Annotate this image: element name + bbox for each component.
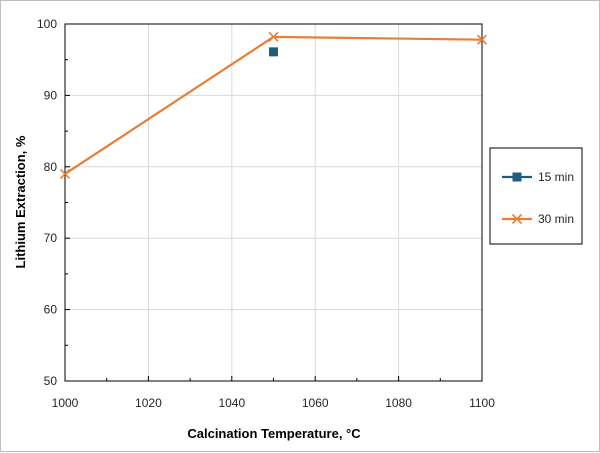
legend-marker	[512, 172, 522, 182]
y-tick-label: 70	[44, 231, 58, 245]
y-tick-label: 100	[37, 17, 57, 31]
legend-label: 30 min	[538, 212, 574, 226]
marker-stroke	[59, 168, 71, 180]
series-layer	[59, 31, 488, 180]
data-point-30-min	[268, 31, 279, 42]
y-tick-label: 80	[44, 160, 58, 174]
x-tick-label: 1040	[218, 396, 245, 410]
legend-label: 15 min	[538, 170, 574, 184]
marker-stroke	[511, 213, 523, 225]
x-axis-title: Calcination Temperature, °C	[187, 426, 361, 441]
y-axis-title: Lithium Extraction, %	[13, 135, 28, 268]
x-tick-label: 1100	[469, 396, 495, 410]
data-point-30-min	[59, 168, 71, 180]
data-point-30-min	[476, 34, 488, 45]
x-tick-label: 1080	[385, 396, 412, 410]
y-tick-label: 50	[44, 374, 58, 388]
legend-marker	[511, 213, 523, 225]
y-tick-label: 60	[44, 303, 58, 317]
marker-stroke	[268, 31, 279, 42]
data-point-15-min	[269, 47, 278, 57]
x-tick-label: 1020	[135, 396, 162, 410]
x-tick-label: 1000	[52, 396, 79, 410]
legend-box	[489, 147, 583, 245]
grid	[64, 23, 483, 382]
marker-stroke	[476, 34, 488, 45]
legend: 15 min 30 min	[489, 147, 583, 245]
plot-area	[65, 24, 482, 381]
x-tick-label: 1060	[302, 396, 329, 410]
axes: 50 60 70 80 90 100 1000 1020 1040 1060 1080 1100	[37, 17, 495, 410]
y-tick-label: 90	[44, 88, 58, 102]
